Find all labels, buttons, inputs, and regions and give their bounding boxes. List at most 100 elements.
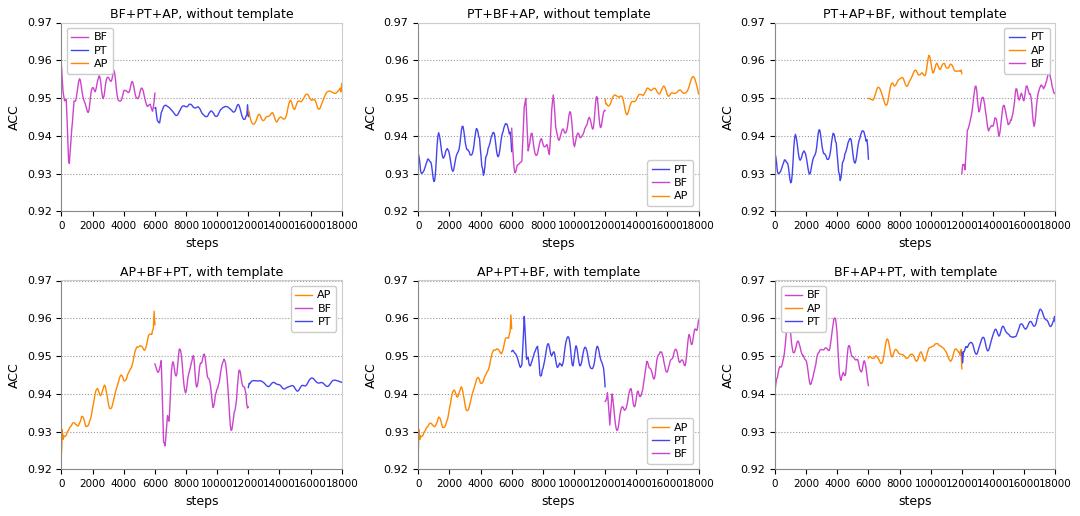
BF [173,346,186,352]
X-axis label: steps: steps [185,237,218,250]
BF [664,358,677,364]
BF [624,385,637,392]
AP [936,345,949,351]
AP [956,71,969,77]
AP [882,340,895,346]
BF [610,427,623,433]
PT [261,383,274,390]
AP [624,100,637,106]
BF [692,317,705,323]
AP [953,349,966,355]
PT [956,349,969,355]
PT [318,381,330,387]
AP [476,379,489,385]
PT [1030,319,1043,325]
PT [956,360,969,366]
PT [334,379,347,385]
Line: AP: AP [868,55,962,105]
BF [769,388,782,394]
PT [295,383,308,390]
AP [307,96,320,103]
AP [880,102,893,108]
BF [1047,86,1059,92]
AP [242,107,255,114]
PT [308,377,321,383]
AP [463,400,476,406]
AP [862,95,875,102]
AP [915,349,928,355]
BF [862,382,875,389]
AP [862,355,875,361]
PT [240,112,253,118]
AP [148,321,161,328]
AP [107,398,120,404]
Line: AP: AP [418,315,512,454]
PT [1021,324,1034,330]
AP [922,52,935,58]
PT [1034,306,1047,312]
PT [598,384,611,390]
PT [335,379,348,385]
PT [531,343,544,349]
AP [55,450,68,457]
PT [242,384,255,391]
BF [175,354,188,361]
Line: PT: PT [248,378,341,391]
PT [822,156,835,163]
Line: BF: BF [512,95,605,173]
BF [651,353,664,360]
BF [821,346,834,352]
PT [168,112,181,118]
Line: BF: BF [62,66,154,164]
PT [982,348,995,354]
PT [505,348,518,354]
AP [687,73,700,79]
AP [148,308,161,314]
PT [976,335,989,341]
BF [108,68,121,74]
Line: AP: AP [62,311,154,454]
PT [784,180,797,186]
BF [224,422,237,428]
Line: PT: PT [512,316,605,387]
Line: PT: PT [962,309,1055,363]
PT [174,106,187,112]
AP [927,343,940,349]
AP [504,312,517,318]
AP [598,96,611,102]
AP [928,67,941,73]
AP [888,348,901,354]
X-axis label: steps: steps [542,237,576,250]
Line: PT: PT [418,124,512,182]
BF [1008,105,1021,111]
PT [242,114,255,120]
Line: BF: BF [962,72,1055,173]
Legend: BF, AP, PT: BF, AP, PT [781,286,826,332]
PT [411,150,424,156]
Y-axis label: ACC: ACC [365,362,378,388]
PT [843,135,856,141]
Y-axis label: ACC: ACC [365,104,378,130]
AP [937,60,950,67]
PT [215,106,228,112]
Line: AP: AP [248,84,341,124]
AP [146,331,159,337]
Legend: AP, PT, BF: AP, PT, BF [648,418,693,464]
BF [673,360,686,366]
Y-axis label: ACC: ACC [721,104,734,130]
AP [411,450,424,457]
BF [795,348,808,354]
AP [295,99,308,105]
PT [812,127,825,133]
X-axis label: steps: steps [899,495,932,508]
AP [621,111,634,118]
PT [862,156,875,162]
AP [664,91,677,98]
PT [769,150,782,156]
BF [509,170,522,176]
PT [202,111,215,118]
Y-axis label: ACC: ACC [9,362,22,388]
AP [247,121,260,127]
BF [597,109,610,116]
BF [81,108,94,115]
